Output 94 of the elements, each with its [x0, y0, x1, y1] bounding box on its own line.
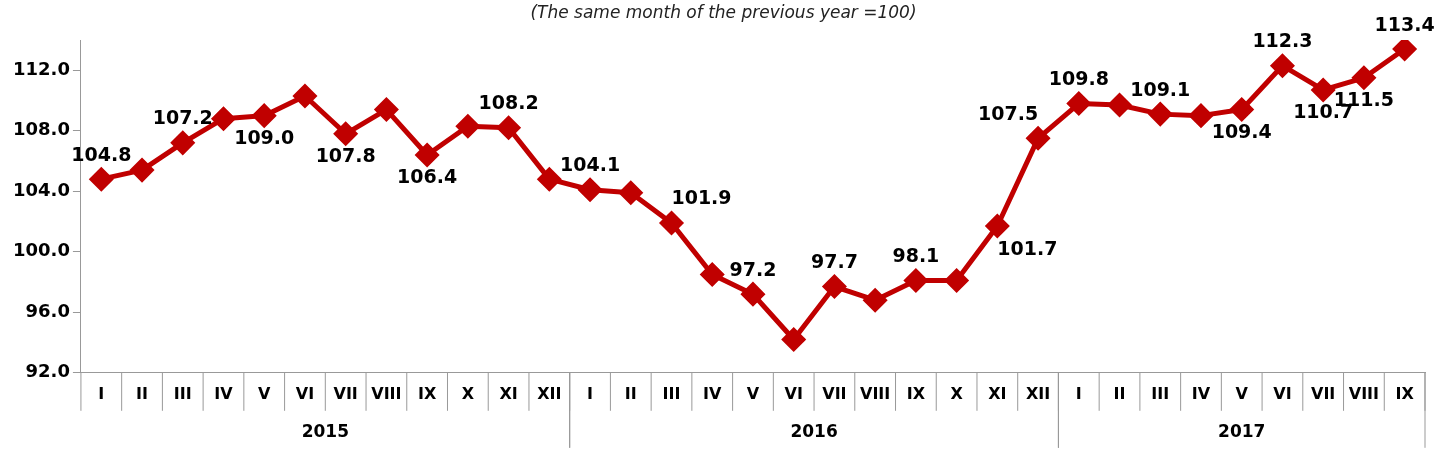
x-tick-label: V: [1235, 383, 1249, 403]
data-label: 107.2: [152, 106, 213, 129]
x-tick-label: V: [258, 383, 272, 403]
y-tick-label: 108.0: [13, 118, 70, 140]
x-tick-label: X: [461, 383, 475, 403]
point: [1311, 78, 1335, 102]
y-tick-label: 112.0: [13, 57, 70, 79]
x-tick-label: VI: [295, 383, 315, 403]
point: [1148, 102, 1172, 126]
x-tick-label: I: [587, 383, 594, 403]
text: 2015: [301, 421, 349, 442]
point: [211, 107, 235, 131]
x-tick-label: I: [98, 383, 105, 403]
point: [171, 131, 195, 155]
data-label: 101.7: [997, 236, 1058, 259]
text: 2016: [790, 421, 838, 442]
data-label: 107.5: [978, 101, 1039, 124]
x-tick-label: VII: [333, 383, 358, 403]
x-tick-label: III: [173, 383, 192, 403]
y-tick-label: 104.0: [13, 178, 70, 200]
point: [89, 167, 113, 191]
point: [334, 122, 358, 146]
data-label: 109.1: [1130, 77, 1191, 100]
x-tick-label: XI: [499, 383, 518, 403]
y-tick-label: 100.0: [13, 239, 70, 261]
data-label: 97.7: [810, 250, 858, 273]
x-tick-label: II: [1113, 383, 1126, 403]
x-tick-label: II: [624, 383, 637, 403]
x-tick-label: I: [1075, 383, 1082, 403]
x-tick-label: VIII: [1348, 383, 1380, 403]
point: [660, 211, 684, 235]
data-label: 109.8: [1048, 66, 1109, 89]
point: [741, 282, 765, 306]
point: [1189, 104, 1213, 128]
point: [1067, 92, 1091, 116]
x-tick-label: VIII: [371, 383, 402, 403]
x-tick-label: IV: [703, 383, 723, 403]
x-tick-label: IX: [417, 383, 437, 403]
x-tick-label: IX: [906, 383, 926, 403]
point: [1393, 40, 1417, 61]
point: [578, 178, 602, 202]
data-label: 107.8: [315, 144, 376, 167]
point: [1270, 54, 1294, 78]
x-tick-label: VIII: [860, 383, 891, 403]
x-tick-label: IV: [214, 383, 234, 403]
point: [1026, 126, 1050, 150]
x-tick-label: VI: [784, 383, 803, 403]
data-label: 109.4: [1211, 120, 1272, 143]
point: [904, 269, 928, 293]
point: [293, 84, 317, 108]
point: [700, 262, 724, 286]
data-label: 101.9: [671, 186, 732, 209]
data-label: 106.4: [397, 165, 458, 188]
point: [374, 98, 398, 122]
x-tick-label: V: [746, 383, 760, 403]
x-tick-label: VII: [1311, 383, 1336, 403]
data-label: 108.2: [478, 91, 539, 114]
point: [985, 214, 1009, 238]
y-tick-label: 92.0: [25, 360, 70, 382]
point: [1108, 93, 1132, 117]
point: [1352, 66, 1376, 90]
point: [130, 158, 154, 182]
point: [945, 269, 969, 293]
chart-subtitle: (The same month of the previous year =100): [530, 2, 917, 22]
point: [822, 275, 846, 299]
x-tick-label: XII: [1025, 383, 1051, 403]
text: 2017: [1218, 421, 1266, 442]
x-tick-label: X: [950, 383, 964, 403]
data-label: 104.8: [71, 142, 132, 165]
x-tick-label: XII: [537, 383, 562, 403]
x-tick-label: II: [136, 383, 148, 403]
point: [537, 167, 561, 191]
data-label: 104.1: [560, 153, 621, 176]
x-tick-label: III: [662, 383, 681, 403]
data-label: 109.0: [234, 126, 295, 149]
data-label: 112.3: [1252, 29, 1313, 52]
x-tick-label: III: [1151, 383, 1170, 403]
point: [252, 104, 276, 128]
x-tick-label: XI: [988, 383, 1007, 403]
data-label: 98.1: [892, 243, 940, 266]
point: [497, 116, 521, 140]
data-label: 97.2: [729, 257, 777, 280]
x-tick-label: IV: [1191, 383, 1211, 403]
point: [415, 143, 439, 167]
point: [456, 114, 480, 138]
x-tick-label: VI: [1273, 383, 1292, 403]
data-label: 113.4: [1374, 12, 1435, 35]
point: [782, 328, 806, 352]
point: [863, 288, 887, 312]
x-tick-label: VII: [822, 383, 847, 403]
x-tick-label: IX: [1395, 383, 1415, 403]
point: [619, 181, 643, 205]
point: [1230, 98, 1254, 122]
y-tick-label: 96.0: [25, 299, 70, 321]
